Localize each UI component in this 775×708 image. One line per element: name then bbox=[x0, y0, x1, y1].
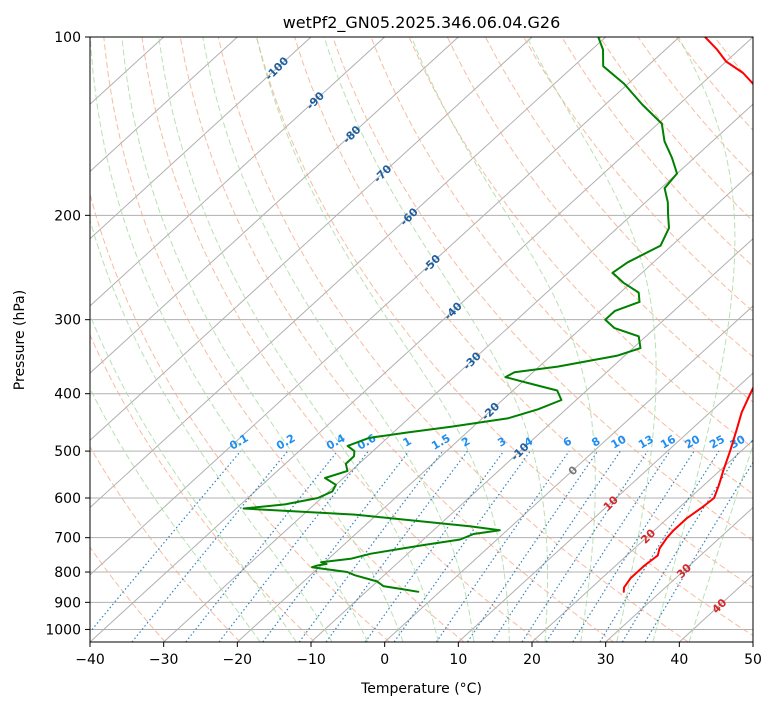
dry-adiabat-line bbox=[141, 37, 540, 642]
y-axis-label: Pressure (hPa) bbox=[12, 290, 28, 390]
dry-adiabat-line bbox=[370, 37, 753, 495]
y-tick-label: 500 bbox=[54, 444, 81, 460]
x-tick-label: 40 bbox=[670, 652, 688, 668]
mixing-ratio-label: 36 bbox=[748, 432, 768, 451]
isotherm-line bbox=[531, 439, 753, 642]
isotherm-line bbox=[90, 37, 312, 240]
x-tick-label: −40 bbox=[75, 652, 105, 668]
mixing-ratio-line bbox=[491, 450, 621, 642]
background-lines bbox=[90, 37, 753, 642]
dry-adiabat-line bbox=[90, 192, 390, 642]
isotherm-line bbox=[457, 372, 753, 642]
x-tick-label: 30 bbox=[597, 652, 615, 668]
y-tick-label: 200 bbox=[54, 208, 81, 224]
moist-adiabat-line bbox=[90, 313, 297, 642]
x-tick-label: 20 bbox=[523, 652, 541, 668]
isotherm-line bbox=[90, 37, 680, 576]
x-tick-label: 0 bbox=[380, 652, 389, 668]
y-tick-label: 300 bbox=[54, 313, 81, 329]
moist-adiabat-line bbox=[652, 37, 736, 642]
moist-adiabat-line bbox=[202, 37, 475, 642]
y-tick-label: 700 bbox=[54, 531, 81, 547]
dry-adiabat-line bbox=[103, 37, 465, 642]
moist-adiabat-line bbox=[158, 37, 439, 642]
isotherm-line bbox=[90, 37, 533, 442]
isotherm-line bbox=[384, 305, 753, 642]
mixing-ratio-line bbox=[393, 450, 531, 642]
moist-adiabat-line bbox=[90, 218, 333, 642]
mixing-ratio-line bbox=[572, 450, 695, 642]
mixing-ratio-line bbox=[90, 450, 242, 633]
mixing-ratio-line bbox=[325, 450, 468, 642]
isotherm-line bbox=[90, 37, 607, 509]
dry-adiabat-line bbox=[90, 445, 241, 642]
isotherm-line bbox=[90, 37, 386, 307]
dry-adiabat-line bbox=[217, 37, 689, 642]
moist-adiabat-line bbox=[688, 443, 753, 642]
x-tick-label: −30 bbox=[149, 652, 179, 668]
isotherm-line bbox=[236, 170, 753, 642]
mixing-ratio-line bbox=[435, 450, 570, 642]
isotherm-line bbox=[310, 237, 753, 642]
isotherm-line bbox=[90, 37, 238, 173]
isotherm-line bbox=[163, 103, 753, 642]
isotherm-line bbox=[90, 37, 753, 642]
moist-adiabat-line bbox=[121, 37, 404, 642]
dry-adiabat-line bbox=[408, 37, 753, 449]
moist-adiabat-line bbox=[90, 37, 369, 642]
x-tick-label: 50 bbox=[744, 652, 762, 668]
dry-adiabat-line bbox=[90, 546, 166, 642]
chart-title: wetPf2_GN05.2025.346.06.04.G26 bbox=[283, 13, 561, 33]
moist-adiabat-line bbox=[411, 37, 596, 642]
y-tick-label: 100 bbox=[54, 30, 81, 46]
mixing-ratio-line bbox=[262, 450, 410, 642]
x-axis-label: Temperature (°C) bbox=[360, 681, 482, 697]
y-tick-label: 900 bbox=[54, 595, 81, 611]
moist-adiabat-line bbox=[90, 387, 261, 642]
plot-frame bbox=[89, 36, 754, 643]
mixing-ratio-line bbox=[466, 450, 599, 642]
y-tick-label: 1000 bbox=[45, 622, 81, 638]
isotherm-line bbox=[90, 37, 459, 374]
dry-adiabat-line bbox=[484, 37, 753, 358]
moist-adiabat-line bbox=[323, 37, 548, 642]
y-tick-label: 800 bbox=[54, 565, 81, 581]
mixing-ratio-line bbox=[521, 450, 649, 642]
dry-adiabat-line bbox=[446, 37, 753, 403]
mixing-ratio-line bbox=[621, 450, 740, 642]
temperature-profile-line bbox=[622, 37, 753, 593]
profile-lines bbox=[242, 37, 753, 593]
mixing-ratio-line bbox=[298, 450, 444, 642]
x-tick-label: 10 bbox=[449, 652, 467, 668]
dewpoint-profile-line bbox=[242, 37, 678, 593]
mixing-ratio-line bbox=[545, 450, 671, 642]
mixing-ratio-line bbox=[185, 450, 339, 642]
x-tick-label: −10 bbox=[296, 652, 326, 668]
mixing-ratio-line bbox=[131, 450, 289, 642]
y-tick-label: 400 bbox=[54, 387, 81, 403]
y-tick-label: 600 bbox=[54, 491, 81, 507]
dry-adiabat-line bbox=[256, 37, 753, 637]
x-tick-label: −20 bbox=[223, 652, 253, 668]
dry-adiabat-line bbox=[90, 333, 316, 642]
moist-adiabat-line bbox=[256, 37, 510, 642]
mixing-ratio-line bbox=[364, 450, 505, 642]
isotherm-line bbox=[605, 506, 753, 642]
